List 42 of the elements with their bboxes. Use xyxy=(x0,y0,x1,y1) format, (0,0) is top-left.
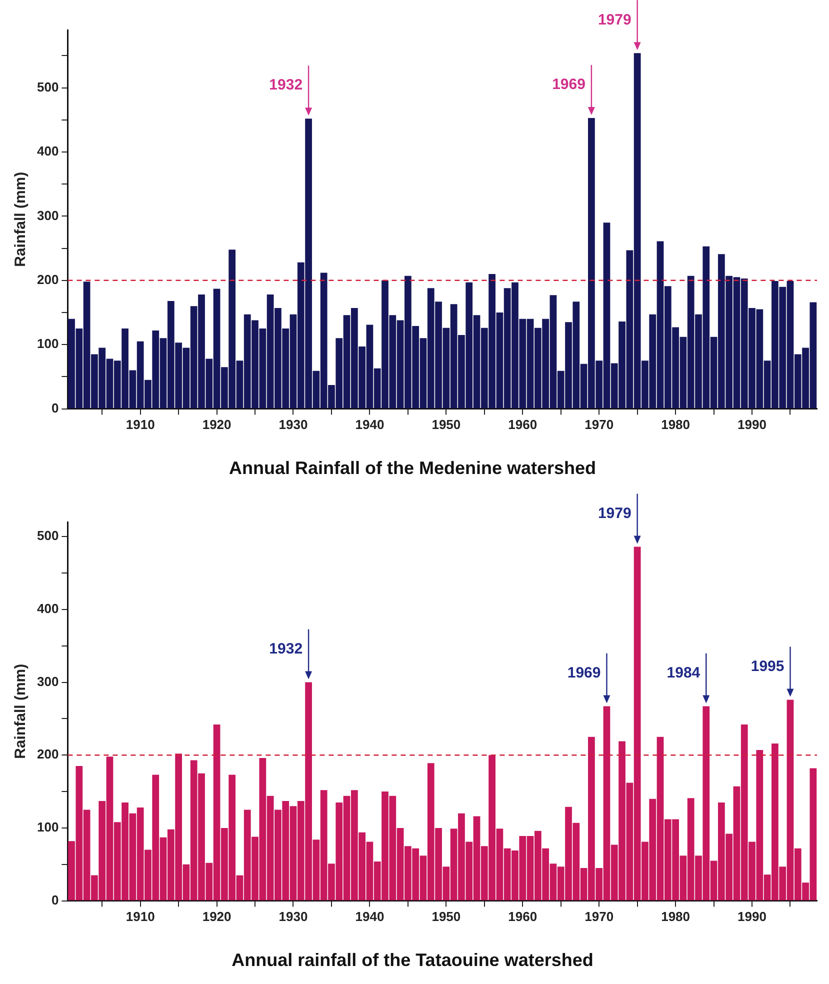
x-tick-label: 1930 xyxy=(278,909,308,924)
y-tick-label: 300 xyxy=(36,674,59,689)
x-tick-label: 1980 xyxy=(661,417,690,432)
x-tick-label: 1960 xyxy=(508,417,538,432)
annotation: 1969 xyxy=(567,664,601,682)
y-tick-label: 0 xyxy=(51,400,59,416)
annotation: 1979 xyxy=(598,504,632,522)
x-tick-label: 1980 xyxy=(661,909,690,924)
y-axis-title: Rainfall (mm) xyxy=(12,172,30,267)
annotation: 1995 xyxy=(750,658,784,675)
x-tick-label: 1970 xyxy=(584,417,614,432)
y-tick-label: 200 xyxy=(36,746,59,762)
y-tick-label: 0 xyxy=(51,892,59,908)
text: Annual rainfall of the Tataouine watershed xyxy=(232,950,594,970)
y-tick-label: 200 xyxy=(36,272,59,287)
x-tick-label: 1920 xyxy=(202,909,232,924)
annotation: 1932 xyxy=(269,76,303,94)
y-tick-label: 500 xyxy=(36,79,59,94)
x-tick-label: 1910 xyxy=(126,909,155,924)
x-tick-label: 1940 xyxy=(355,909,384,924)
x-tick-label: 1930 xyxy=(278,417,308,432)
annotation: 1979 xyxy=(598,11,632,28)
annotation: 1984 xyxy=(666,664,701,682)
y-tick-label: 400 xyxy=(36,600,59,616)
y-tick-label: 500 xyxy=(36,528,59,544)
y-tick-label: 400 xyxy=(36,144,59,159)
x-tick-label: 1950 xyxy=(432,909,461,924)
x-tick-label: 1990 xyxy=(738,909,766,924)
x-tick-label: 1910 xyxy=(126,417,155,432)
x-tick-label: 1960 xyxy=(508,909,538,924)
annotation: 1969 xyxy=(552,76,586,94)
y-axis-title: Rainfall (mm) xyxy=(12,664,30,759)
x-tick-label: 1950 xyxy=(432,417,461,432)
annotation: 1932 xyxy=(269,640,303,658)
y-tick-label: 100 xyxy=(36,820,59,835)
x-tick-label: 1990 xyxy=(738,417,766,432)
y-tick-label: 300 xyxy=(36,208,59,223)
x-tick-label: 1970 xyxy=(584,909,614,924)
text: Annual Rainfall of the Medenine watershed xyxy=(228,458,596,478)
x-tick-label: 1920 xyxy=(202,417,232,432)
y-tick-label: 100 xyxy=(36,336,59,352)
x-tick-label: 1940 xyxy=(355,417,384,432)
